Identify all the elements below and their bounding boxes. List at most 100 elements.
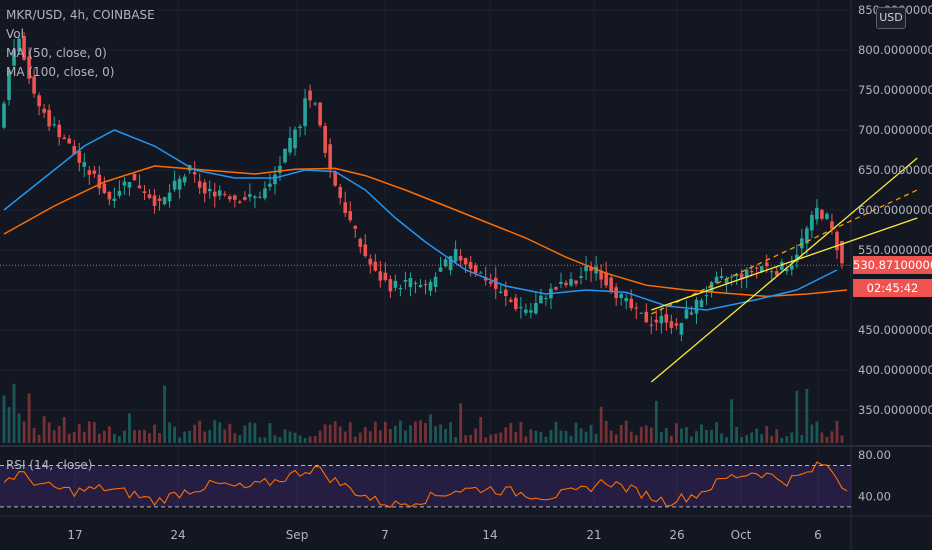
time-axis-label: 6	[814, 528, 822, 542]
volume-bar	[750, 432, 754, 443]
volume-bar	[268, 423, 272, 443]
volume-bar	[444, 428, 447, 443]
candle-body	[167, 192, 172, 202]
volume-bar	[87, 421, 91, 443]
candle-body	[544, 298, 548, 300]
candle-body	[719, 276, 724, 279]
candle-body	[27, 56, 31, 79]
volume-bar	[57, 425, 61, 443]
candle-body	[87, 170, 92, 175]
candle-body	[57, 124, 61, 138]
time-axis-label: Sep	[286, 528, 309, 542]
volume-bar	[479, 417, 483, 443]
candle-body	[358, 238, 363, 247]
volume-bar	[494, 433, 498, 443]
candle-body	[192, 172, 197, 175]
candle-body	[604, 272, 608, 286]
volume-bar	[464, 435, 468, 443]
channel-line	[651, 217, 918, 311]
candle-body	[348, 211, 353, 221]
candle-body	[328, 144, 332, 170]
volume-bar	[800, 434, 804, 443]
rsi-indicator-label[interactable]: RSI (14, close)	[6, 458, 93, 472]
volume-bar	[67, 433, 71, 443]
candle-body	[222, 193, 227, 195]
volume-bar	[388, 429, 392, 443]
candle-body	[519, 307, 523, 309]
volume-bar	[705, 429, 708, 443]
volume-bar	[549, 429, 553, 443]
volume-bar	[378, 430, 382, 443]
volume-bar	[619, 424, 623, 443]
volume-bar	[12, 383, 16, 443]
volume-bar	[449, 422, 452, 443]
volume-bar	[313, 436, 317, 443]
candle-body	[509, 299, 513, 302]
currency-button[interactable]: USD	[876, 7, 906, 29]
volume-bar	[17, 413, 21, 443]
volume-bar	[183, 431, 187, 443]
candle-body	[12, 49, 16, 66]
candle-body	[779, 262, 784, 270]
candle-body	[278, 165, 282, 173]
volume-bar	[654, 400, 658, 443]
candle-body	[639, 312, 644, 314]
candle-body	[52, 124, 56, 126]
volume-bar	[414, 421, 417, 443]
candle-body	[534, 303, 538, 314]
volume-bar	[429, 414, 432, 443]
volume-bar	[589, 424, 593, 443]
volume-bar	[82, 431, 86, 443]
volume-bar	[760, 434, 764, 443]
volume-bar	[143, 429, 146, 443]
candle-body	[714, 276, 719, 283]
volume-bar	[715, 422, 718, 443]
candle-body	[724, 279, 729, 284]
candle-body	[197, 181, 202, 188]
volume-bar	[735, 426, 739, 443]
candle-body	[413, 282, 418, 284]
candle-body	[408, 278, 413, 288]
volume-bar	[383, 421, 387, 443]
volume-bar	[685, 427, 688, 443]
candle-body	[243, 196, 247, 200]
volume-bar	[308, 436, 312, 443]
volume-bar	[153, 424, 156, 443]
volume-bar	[564, 430, 568, 443]
volume-bar	[404, 430, 407, 443]
volume-bar	[830, 431, 834, 443]
volume-bar	[193, 424, 197, 443]
candle-body	[554, 287, 558, 290]
candle-body	[759, 266, 764, 272]
volume-bar	[399, 420, 402, 443]
candle-body	[790, 265, 794, 270]
volume-bar	[158, 433, 161, 443]
candle-body	[739, 273, 744, 280]
volume-bar	[534, 430, 538, 443]
volume-bar	[42, 416, 46, 443]
candle-body	[825, 213, 829, 220]
volume-bar	[328, 424, 332, 443]
candle-body	[217, 190, 222, 196]
candle-body	[654, 319, 659, 323]
rsi-axis-label: 40.00	[858, 490, 891, 504]
candle-body	[37, 95, 41, 107]
candle-body	[72, 146, 77, 155]
volume-bar	[569, 435, 573, 443]
ma100-line	[3, 165, 848, 298]
candle-body	[679, 322, 684, 335]
candle-body	[172, 180, 177, 190]
volume-bar	[368, 431, 372, 443]
candle-body	[288, 137, 292, 153]
candle-body	[614, 287, 618, 299]
candle-body	[112, 198, 117, 201]
volume-bar	[298, 435, 302, 443]
volume-bar	[173, 426, 177, 443]
volume-bar	[123, 430, 126, 443]
rsi-axis-label: 80.00	[858, 448, 891, 462]
candle-body	[368, 258, 373, 265]
candle-body	[599, 270, 603, 280]
volume-bar	[434, 426, 437, 443]
candle-body	[403, 279, 408, 282]
